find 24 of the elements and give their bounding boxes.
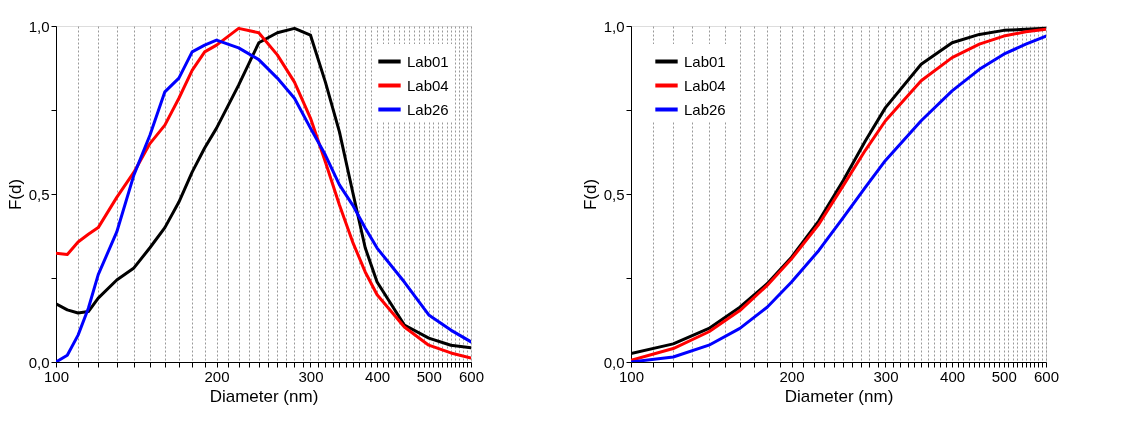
- x-tick-label: 500: [416, 367, 442, 385]
- legend-label: Lab04: [407, 76, 449, 94]
- y-tick-label: 0,5: [603, 185, 625, 203]
- x-tick-label: 600: [1033, 367, 1060, 385]
- x-tick-label: 200: [779, 367, 805, 385]
- legend-label: Lab01: [407, 52, 449, 70]
- y-tick-label: 0,5: [28, 185, 50, 203]
- x-tick-label: 400: [365, 367, 391, 385]
- y-tick-label: 1,0: [28, 17, 50, 35]
- legend-label: Lab04: [684, 76, 726, 94]
- x-tick-label: 200: [204, 367, 230, 385]
- x-tick-label: 600: [458, 367, 485, 385]
- legend-label: Lab01: [684, 52, 726, 70]
- x-tick-label: 400: [940, 367, 966, 385]
- x-tick-label: 300: [298, 367, 324, 385]
- y-axis-title: F(d): [580, 178, 600, 211]
- y-tick-label: 1,0: [603, 17, 625, 35]
- y-axis-title: F(d): [5, 178, 25, 211]
- legend-label: Lab26: [407, 100, 449, 118]
- x-axis-title: Diameter (nm): [784, 386, 894, 406]
- legend-label: Lab26: [684, 100, 726, 118]
- x-tick-label: 500: [991, 367, 1017, 385]
- x-tick-label: 300: [873, 367, 899, 385]
- x-axis-title: Diameter (nm): [209, 386, 319, 406]
